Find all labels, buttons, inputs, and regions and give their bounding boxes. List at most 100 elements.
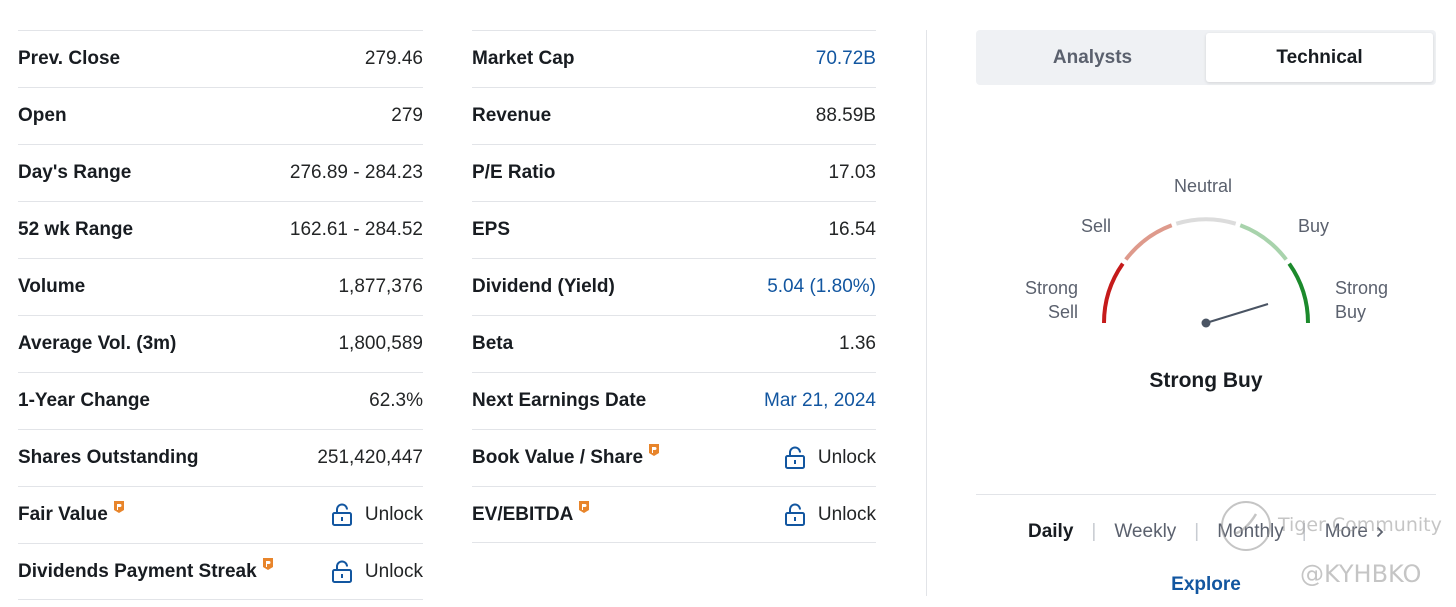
stat-row-shares-outstanding: Shares Outstanding 251,420,447	[18, 429, 423, 486]
stat-label: Prev. Close	[18, 48, 121, 69]
gauge-arc-strong-buy	[1287, 262, 1311, 324]
dividends-streak-unlock-link[interactable]: Unlock	[331, 560, 423, 584]
stat-value: 16.54	[828, 219, 876, 240]
fair-value-unlock-link[interactable]: Unlock	[331, 503, 423, 527]
stat-value: 1,800,589	[338, 333, 423, 354]
column-divider	[926, 30, 927, 596]
stat-label: Shares Outstanding	[18, 447, 199, 468]
gauge-verdict: Strong Buy	[1149, 369, 1263, 392]
gauge-arc-buy	[1239, 223, 1288, 261]
stat-row-book-value-per-share: Book Value / Share Unlock	[472, 429, 876, 486]
gauge-label-line: Strong	[1024, 278, 1078, 298]
timeframe-monthly[interactable]: Monthly	[1217, 521, 1284, 542]
dividend-yield-link[interactable]: 5.04 (1.80%)	[767, 276, 876, 297]
gauge-needle	[1205, 303, 1269, 324]
timeframe-selector: Daily | Weekly | Monthly | More	[976, 516, 1436, 548]
pro-badge-icon	[579, 500, 590, 513]
pro-badge-icon	[649, 444, 660, 456]
unlock-label: Unlock	[364, 504, 423, 525]
unlock-label: Unlock	[817, 503, 876, 525]
stat-label: Beta	[472, 333, 514, 354]
gauge-label-strong-buy: Strong Buy	[1335, 276, 1388, 324]
tab-analysts[interactable]: Analysts	[1052, 46, 1133, 68]
stat-label: Book Value / Share	[472, 444, 660, 469]
lock-icon	[331, 503, 352, 526]
key-stats-left: Prev. Close 279.46 Open 279 Day's Range …	[18, 30, 423, 600]
stat-label: Volume	[18, 276, 86, 297]
stat-row-market-cap: Market Cap 70.72B	[472, 30, 876, 87]
pro-badge-icon	[262, 557, 273, 570]
stat-label-text: EV/EBITDA	[472, 503, 574, 525]
ev-ebitda-unlock-link[interactable]: Unlock	[784, 503, 876, 527]
gauge-label-sell: Sell	[1081, 216, 1112, 236]
stat-label: EPS	[472, 219, 511, 240]
stat-label: Next Earnings Date	[472, 390, 647, 411]
stat-label: Fair Value	[18, 501, 125, 526]
timeframe-weekly[interactable]: Weekly	[1114, 521, 1177, 542]
stat-label-text: Book Value / Share	[472, 447, 644, 468]
stat-row-pe-ratio: P/E Ratio 17.03	[472, 144, 876, 201]
timeframe-more-label: More	[1324, 521, 1368, 542]
separator: |	[1301, 521, 1307, 542]
stat-row-beta: Beta 1.36	[472, 315, 876, 372]
stat-label: Day's Range	[18, 162, 132, 183]
sentiment-tabs: Analysts Technical	[976, 30, 1436, 85]
stat-label-text: Fair Value	[18, 504, 108, 525]
gauge-dial	[1101, 217, 1311, 328]
key-stats-middle: Market Cap 70.72B Revenue 88.59B P/E Rat…	[472, 30, 876, 543]
stat-label: Dividends Payment Streak	[18, 557, 274, 583]
gauge-label-line: Buy	[1335, 302, 1367, 322]
market-cap-link[interactable]: 70.72B	[815, 48, 876, 69]
stat-label: Revenue	[472, 105, 552, 126]
stat-value: 62.3%	[369, 390, 423, 411]
pro-badge-icon	[113, 501, 124, 513]
panel-divider	[976, 494, 1436, 495]
stat-row-revenue: Revenue 88.59B	[472, 87, 876, 144]
stat-label: Dividend (Yield)	[472, 276, 615, 297]
stat-row-next-earnings-date: Next Earnings Date Mar 21, 2024	[472, 372, 876, 429]
gauge-arc-sell	[1124, 223, 1173, 261]
gauge-label-line: Sell	[1047, 302, 1078, 322]
stat-row-dividends-payment-streak: Dividends Payment Streak Unlock	[18, 543, 423, 600]
unlock-label: Unlock	[364, 560, 423, 582]
stat-row-52wk-range: 52 wk Range 162.61 - 284.52	[18, 201, 423, 258]
gauge-label-strong-sell: Strong Sell	[1006, 276, 1078, 324]
stat-row-eps: EPS 16.54	[472, 201, 876, 258]
unlock-label: Unlock	[817, 447, 876, 468]
gauge-label-buy: Buy	[1298, 216, 1330, 236]
stat-value: 1.36	[839, 333, 876, 354]
gauge-label-neutral: Neutral	[1174, 176, 1233, 196]
stat-label: EV/EBITDA	[472, 500, 590, 526]
stat-row-days-range: Day's Range 276.89 - 284.23	[18, 144, 423, 201]
gauge-arc-neutral	[1175, 217, 1237, 226]
stat-label: P/E Ratio	[472, 162, 556, 183]
separator: |	[1194, 521, 1200, 542]
stat-row-1-year-change: 1-Year Change 62.3%	[18, 372, 423, 429]
stat-row-fair-value: Fair Value Unlock	[18, 486, 423, 543]
stat-value: 162.61 - 284.52	[289, 219, 423, 240]
book-value-unlock-link[interactable]: Unlock	[784, 446, 876, 470]
gauge-arc-strong-sell	[1101, 262, 1125, 324]
stat-label: Average Vol. (3m)	[18, 333, 177, 354]
technical-gauge: Neutral Sell Buy Strong Sell Strong Buy …	[976, 160, 1436, 410]
stat-value: 276.89 - 284.23	[289, 162, 423, 183]
stat-row-dividend-yield: Dividend (Yield) 5.04 (1.80%)	[472, 258, 876, 315]
explore-link[interactable]: Explore	[1171, 574, 1241, 595]
lock-icon	[331, 560, 352, 583]
lock-icon	[784, 503, 805, 526]
stat-label: Open	[18, 105, 67, 126]
stat-value: 279.46	[364, 48, 423, 69]
stat-value: 279	[391, 105, 423, 126]
separator: |	[1091, 521, 1097, 542]
timeframe-more[interactable]: More	[1307, 521, 1402, 543]
stat-label: Market Cap	[472, 48, 575, 69]
timeframe-daily[interactable]: Daily	[1027, 521, 1074, 542]
next-earnings-date-link[interactable]: Mar 21, 2024	[764, 390, 876, 411]
stat-value: 88.59B	[815, 105, 876, 126]
gauge-needle-pivot	[1201, 318, 1211, 328]
stat-row-volume: Volume 1,877,376	[18, 258, 423, 315]
stat-label: 52 wk Range	[18, 219, 134, 240]
tab-technical[interactable]: Technical	[1206, 33, 1433, 82]
lock-icon	[784, 446, 805, 469]
stat-value: 1,877,376	[338, 276, 423, 297]
